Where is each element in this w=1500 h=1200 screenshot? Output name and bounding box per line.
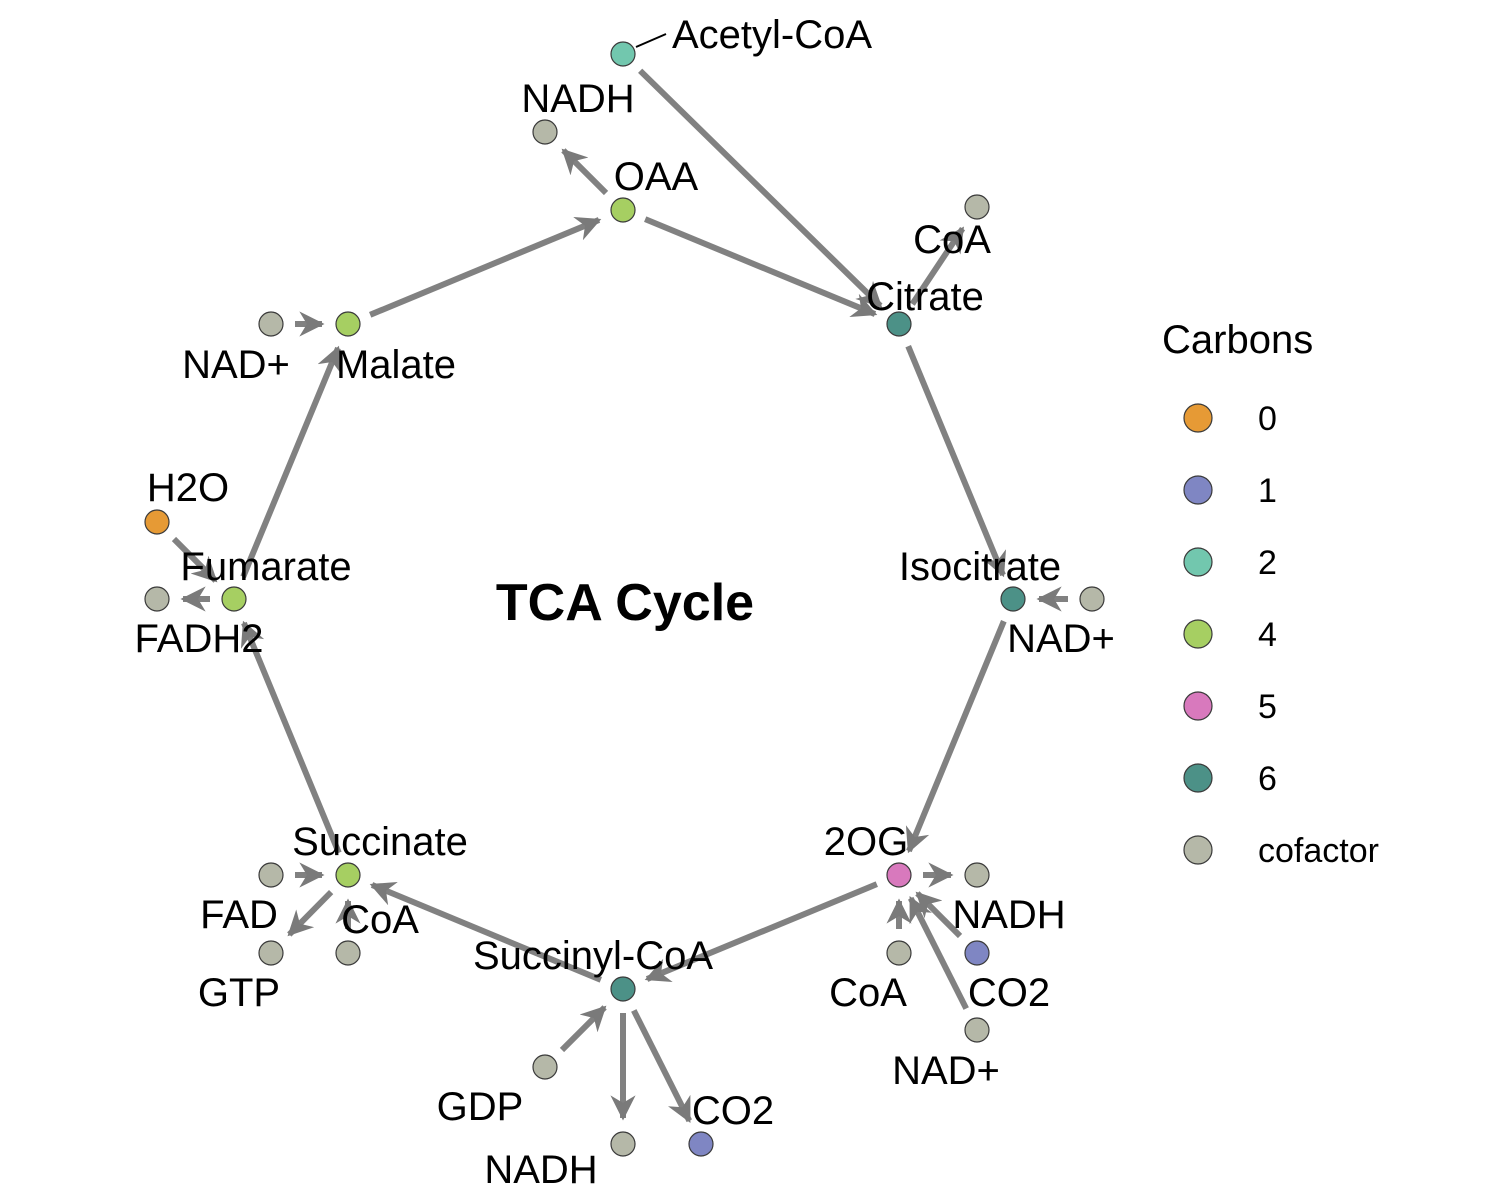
edge-oaa-to-citrate <box>644 216 878 318</box>
node-nad_iso <box>1079 586 1105 612</box>
node-label-citrate: Citrate <box>866 275 984 319</box>
node-label-succinylcoa: Succinyl-CoA <box>473 934 713 978</box>
node-label-og: 2OG <box>824 820 908 864</box>
edge-citrate-to-coa_cit <box>909 226 966 306</box>
node-label-coa_succ: CoA <box>341 898 419 942</box>
edge-malate-to-oaa <box>369 217 602 318</box>
legend-key-0 <box>1183 403 1213 433</box>
node-nad_mal <box>258 311 284 337</box>
node-gtp <box>258 940 284 966</box>
legend-key-5 <box>1183 691 1213 721</box>
node-fumarate <box>221 586 247 612</box>
node-label-fad: FAD <box>200 893 278 937</box>
node-fad <box>258 862 284 888</box>
node-label-co2_sc: CO2 <box>692 1089 774 1133</box>
node-fadh2 <box>144 586 170 612</box>
node-label-malate: Malate <box>336 343 456 387</box>
node-label-nad_og: NAD+ <box>892 1049 1000 1093</box>
node-nadh_top <box>532 119 558 145</box>
edge-oaa-to-nadh_top <box>561 148 609 196</box>
edge-succinate-to-fumarate <box>240 620 342 854</box>
acetylcoa-label-leader <box>635 33 667 48</box>
edge-h2o-to-fumarate <box>171 536 218 583</box>
legend-key-1 <box>1183 475 1213 505</box>
node-label-coa_og: CoA <box>829 971 907 1015</box>
legend-key-2 <box>1183 547 1213 577</box>
node-gdp <box>532 1054 558 1080</box>
edge-fumarate-to-malate <box>240 345 341 578</box>
node-label-fadh2: FADH2 <box>135 617 264 661</box>
node-label-succinate: Succinate <box>292 820 468 864</box>
node-succinylcoa <box>610 976 636 1002</box>
node-label-coa_cit: CoA <box>913 218 991 262</box>
node-label-nadh_sc: NADH <box>484 1148 597 1192</box>
node-coa_og <box>886 940 912 966</box>
legend-key-4 <box>1183 619 1213 649</box>
legend: Carbons 0 1 2 4 5 6 cofactor <box>1162 318 1379 870</box>
node-oaa <box>610 197 636 223</box>
node-label-h2o: H2O <box>147 466 229 510</box>
node-label-gtp: GTP <box>198 971 280 1015</box>
node-label-nadh_og: NADH <box>952 893 1065 937</box>
legend-label-1: 1 <box>1258 472 1277 510</box>
legend-label-cofactor: cofactor <box>1258 832 1379 870</box>
node-nadh_sc <box>610 1131 636 1157</box>
diagram-title: TCA Cycle <box>496 574 754 632</box>
edge-acetylcoa-to-citrate <box>638 68 883 308</box>
node-succinate <box>335 862 361 888</box>
edge-og-to-succinylcoa <box>644 881 878 983</box>
node-label-isocitrate: Isocitrate <box>899 545 1061 589</box>
node-label-co2_og: CO2 <box>968 971 1050 1015</box>
legend-key-6 <box>1183 763 1213 793</box>
node-label-nadh_top: NADH <box>521 77 634 121</box>
legend-label-5: 5 <box>1258 688 1277 726</box>
node-label-nad_mal: NAD+ <box>182 343 290 387</box>
edge-succinylcoa-to-co2_sc <box>631 1009 692 1124</box>
nodes-layer <box>144 41 1105 1157</box>
node-coa_succ <box>335 940 361 966</box>
legend-label-2: 2 <box>1258 544 1277 582</box>
node-malate <box>335 311 361 337</box>
legend-title: Carbons <box>1162 318 1313 362</box>
edge-succinate-to-gtp <box>287 889 334 937</box>
node-label-acetylcoa: Acetyl-CoA <box>672 13 872 57</box>
node-acetylcoa <box>610 41 636 67</box>
node-isocitrate <box>1000 586 1026 612</box>
edge-nad_og-to-og <box>908 895 969 1010</box>
edges-layer <box>171 33 1068 1124</box>
legend-key-cofactor <box>1183 835 1213 865</box>
node-coa_cit <box>964 194 990 220</box>
node-nadh_og <box>964 862 990 888</box>
node-citrate <box>886 311 912 337</box>
legend-items: 0 1 2 4 5 6 cofactor <box>1183 400 1379 870</box>
node-og <box>886 862 912 888</box>
edge-gdp-to-succinylcoa <box>559 1005 607 1053</box>
node-label-fumarate: Fumarate <box>180 545 351 589</box>
node-nad_og <box>964 1017 990 1043</box>
node-label-nad_iso: NAD+ <box>1007 617 1115 661</box>
node-co2_og <box>964 940 990 966</box>
edge-citrate-to-isocitrate <box>905 345 1006 578</box>
node-h2o <box>144 509 170 535</box>
node-co2_sc <box>688 1131 714 1157</box>
node-label-gdp: GDP <box>437 1085 524 1129</box>
labels-layer: Acetyl-CoA NADH OAA CoA Citrate Malate NAD+ H2O… <box>135 13 1115 1192</box>
legend-label-6: 6 <box>1258 760 1277 798</box>
legend-label-0: 0 <box>1258 400 1277 438</box>
legend-label-4: 4 <box>1258 616 1277 654</box>
edge-isocitrate-to-og <box>905 620 1007 854</box>
node-label-oaa: OAA <box>614 155 699 199</box>
edge-succinylcoa-to-succinate <box>369 882 602 983</box>
